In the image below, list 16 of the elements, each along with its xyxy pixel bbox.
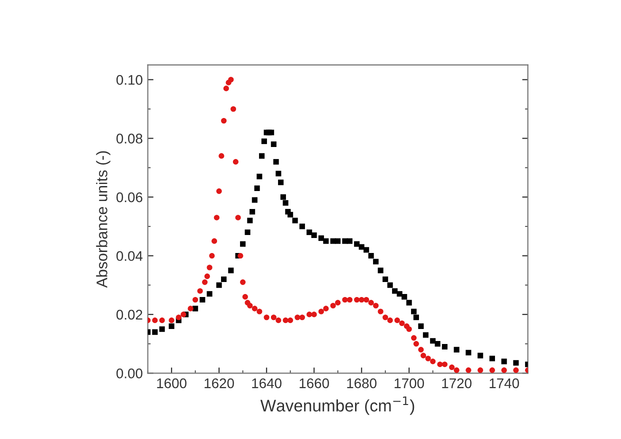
y-tick-label: 0.04: [116, 251, 143, 261]
y-tick-label: 0.02: [116, 310, 142, 320]
x-tick-label: 1680: [347, 378, 376, 388]
x-tick-label: 1700: [394, 378, 424, 388]
y-tick-label: 0.00: [116, 368, 142, 378]
y-tick-label: 0.06: [116, 192, 142, 202]
x-tick-label: 1660: [300, 378, 329, 388]
y-axis-title: Absorbance units (-): [96, 151, 110, 288]
x-tick-label: 1620: [204, 378, 234, 388]
y-tick-label: 0.08: [116, 134, 142, 144]
x-tick-label: 1640: [252, 378, 282, 388]
x-tick-label: 1720: [442, 378, 472, 388]
x-tick-label: 1600: [157, 378, 186, 388]
x-tick-label: 1740: [490, 378, 520, 388]
y-tick-label: 0.10: [116, 74, 142, 85]
x-axis-title: Wavenumber (cm$^{−1}$): [260, 396, 414, 415]
